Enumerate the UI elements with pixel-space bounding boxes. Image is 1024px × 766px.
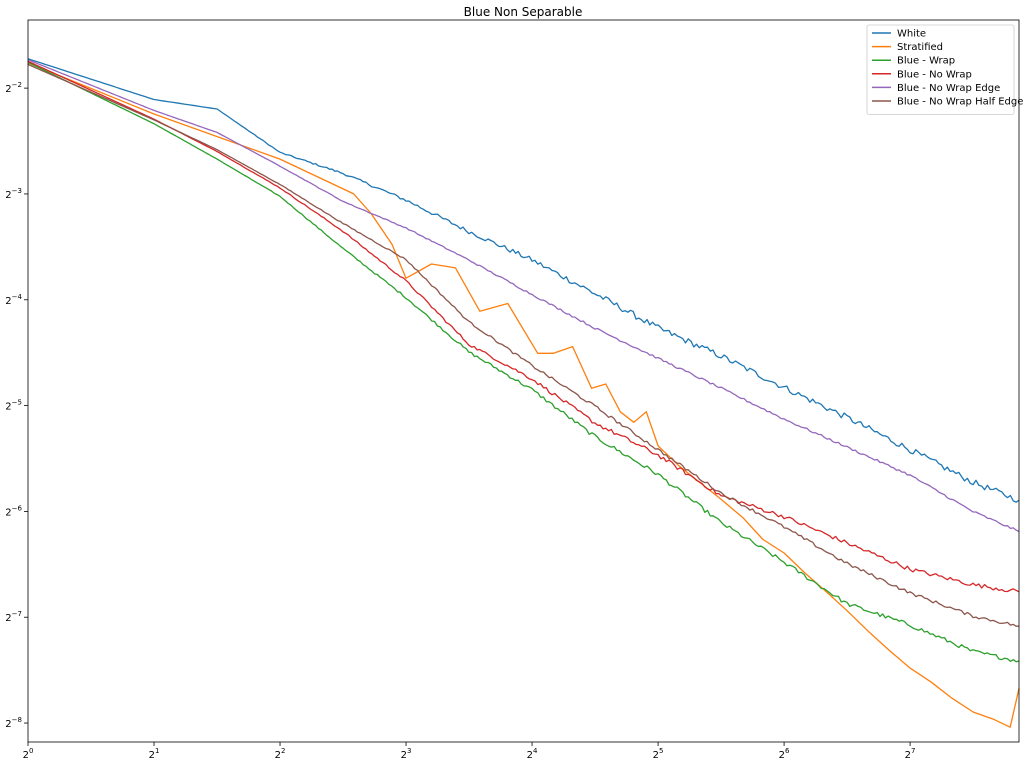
- legend-label-1: Stratified: [897, 42, 943, 53]
- y-tick-label-1: 2−3: [5, 187, 22, 201]
- series-layer: [27, 58, 1020, 728]
- legend-label-3: Blue - No Wrap: [897, 69, 972, 80]
- x-tick-label-0: 20: [23, 747, 34, 761]
- plot-frame: [27, 19, 1020, 743]
- x-tick-label-6: 26: [779, 747, 790, 761]
- series-line-3: [27, 60, 1020, 593]
- legend: White Stratified Blue - Wrap Blue - No Wrap…: [866, 24, 1023, 115]
- y-tick-label-3: 2−5: [5, 399, 22, 413]
- legend-label-2: Blue - Wrap: [897, 56, 955, 67]
- legend-label-0: White: [897, 29, 926, 40]
- chart-title: Blue Non Separable: [464, 5, 583, 19]
- y-tick-label-4: 2−6: [5, 504, 22, 518]
- x-tick-label-3: 23: [401, 747, 412, 761]
- x-tick-label-1: 21: [149, 747, 160, 761]
- legend-label-4: Blue - No Wrap Edge: [897, 83, 1000, 94]
- x-tick-label-5: 25: [653, 747, 664, 761]
- x-tick-label-2: 22: [275, 747, 286, 761]
- y-tick-label-5: 2−7: [5, 610, 22, 624]
- y-tick-label-0: 2−2: [5, 81, 22, 95]
- legend-label-5: Blue - No Wrap Half Edge: [897, 97, 1023, 108]
- series-line-0: [27, 58, 1020, 503]
- y-axis: 2−2 2−3 2−4 2−5 2−6 2−7 2−8: [5, 81, 28, 730]
- legend-box: [866, 24, 1015, 115]
- x-tick-label-4: 24: [527, 747, 538, 761]
- series-line-5: [27, 63, 1020, 627]
- x-axis: 20 21 22 23 24 25 26 27: [23, 742, 916, 761]
- series-line-2: [27, 61, 1020, 663]
- series-line-4: [27, 59, 1020, 533]
- series-line-1: [27, 62, 1020, 728]
- y-tick-label-2: 2−4: [5, 293, 22, 307]
- x-tick-label-7: 27: [905, 747, 916, 761]
- y-tick-label-6: 2−8: [5, 716, 22, 730]
